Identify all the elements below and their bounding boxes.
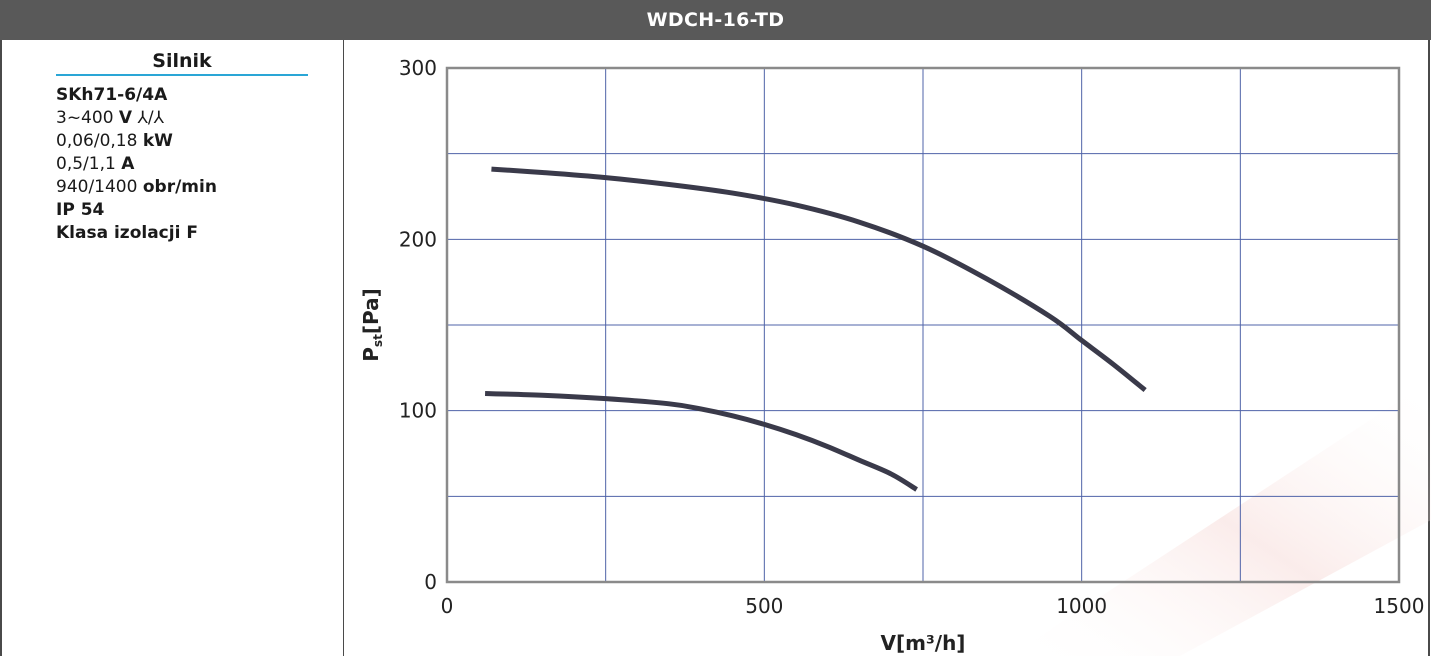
y-axis-subscript: st	[371, 334, 385, 347]
performance-curve-2	[485, 394, 917, 490]
x-tick-label: 500	[745, 594, 783, 618]
curve-group	[485, 169, 1145, 489]
y-axis-label: Pst[Pa]	[359, 288, 385, 361]
y-tick-label: 300	[399, 56, 437, 80]
x-tick-label: 1000	[1056, 594, 1107, 618]
y-tick-label: 0	[424, 570, 437, 594]
y-axis-unit: [Pa]	[359, 288, 383, 334]
y-tick-labels: 0 100 200 300	[399, 56, 437, 594]
y-tick-label: 200	[399, 227, 437, 251]
x-tick-label: 0	[441, 594, 454, 618]
y-axis-symbol: P	[359, 347, 383, 362]
x-axis-label: V[m³/h]	[881, 631, 966, 655]
performance-curve-1	[491, 169, 1145, 390]
y-tick-label: 100	[399, 399, 437, 423]
x-tick-label: 1500	[1374, 594, 1425, 618]
